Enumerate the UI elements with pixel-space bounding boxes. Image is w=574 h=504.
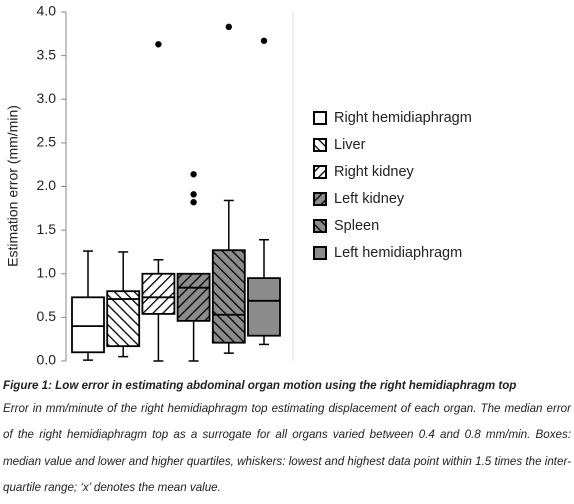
box-hatch bbox=[177, 273, 210, 321]
box-outline bbox=[211, 249, 246, 344]
legend-swatch bbox=[314, 247, 326, 259]
legend-swatch-outline bbox=[313, 165, 327, 179]
box-outline bbox=[141, 272, 176, 315]
caption-title: Figure 1: Low error in estimating abdomi… bbox=[3, 379, 517, 392]
legend-swatch bbox=[314, 112, 326, 124]
legend-label: Spleen bbox=[334, 218, 379, 234]
legend-swatch-outline bbox=[313, 138, 327, 152]
outlier bbox=[155, 41, 162, 48]
caption-text: Error in mm/minute of the right hemidiap… bbox=[3, 402, 571, 494]
legend-swatch-hatch bbox=[314, 193, 326, 205]
box bbox=[72, 297, 104, 353]
legend-swatch-hatch bbox=[314, 139, 326, 151]
outlier bbox=[190, 199, 197, 206]
box-hatch bbox=[212, 250, 245, 343]
y-tick-label: 0.0 bbox=[37, 352, 57, 368]
legend-swatch-outline bbox=[313, 192, 327, 206]
y-tick-label: 3.0 bbox=[37, 90, 57, 106]
legend-label: Right hemidiaphragm bbox=[334, 110, 472, 126]
outlier bbox=[260, 37, 268, 44]
y-tick-label: 2.5 bbox=[37, 134, 57, 150]
y-tick-label: 1.5 bbox=[37, 221, 57, 237]
legend-swatch-outline bbox=[313, 219, 327, 233]
legend-swatch-outline bbox=[313, 111, 327, 125]
legend-swatch-hatch bbox=[314, 166, 326, 178]
legend-label: Right kidney bbox=[334, 164, 415, 180]
y-axis-title: Estimation error (mm/min) bbox=[5, 105, 21, 267]
legend-label: Liver bbox=[334, 137, 366, 153]
box-outline bbox=[106, 290, 141, 348]
y-tick-label: 3.5 bbox=[37, 46, 57, 62]
y-tick-label: 1.0 bbox=[37, 264, 57, 280]
y-tick-label: 0.5 bbox=[37, 308, 57, 324]
legend-swatch-outline bbox=[313, 246, 327, 260]
y-tick-label: 4.0 bbox=[37, 3, 57, 19]
legend-swatch-hatch bbox=[314, 220, 326, 232]
outlier bbox=[225, 23, 232, 31]
legend-label: Left hemidiaphragm bbox=[334, 245, 462, 261]
caption: Figure 1: Low error in estimating abdomi… bbox=[3, 376, 571, 501]
outlier bbox=[190, 191, 197, 198]
chart: Estimation error (mm/min) 0.0 0.5 1.0 1.5 2.… bbox=[5, 3, 472, 368]
y-tick-label: 2.0 bbox=[37, 177, 57, 193]
box-hatch bbox=[142, 273, 175, 314]
outlier bbox=[190, 171, 197, 178]
box bbox=[248, 278, 280, 336]
box-hatch bbox=[107, 291, 140, 347]
box-outline bbox=[71, 296, 105, 354]
box-outline bbox=[247, 277, 281, 337]
legend-label: Left kidney bbox=[334, 191, 405, 207]
box-outline bbox=[176, 272, 211, 322]
